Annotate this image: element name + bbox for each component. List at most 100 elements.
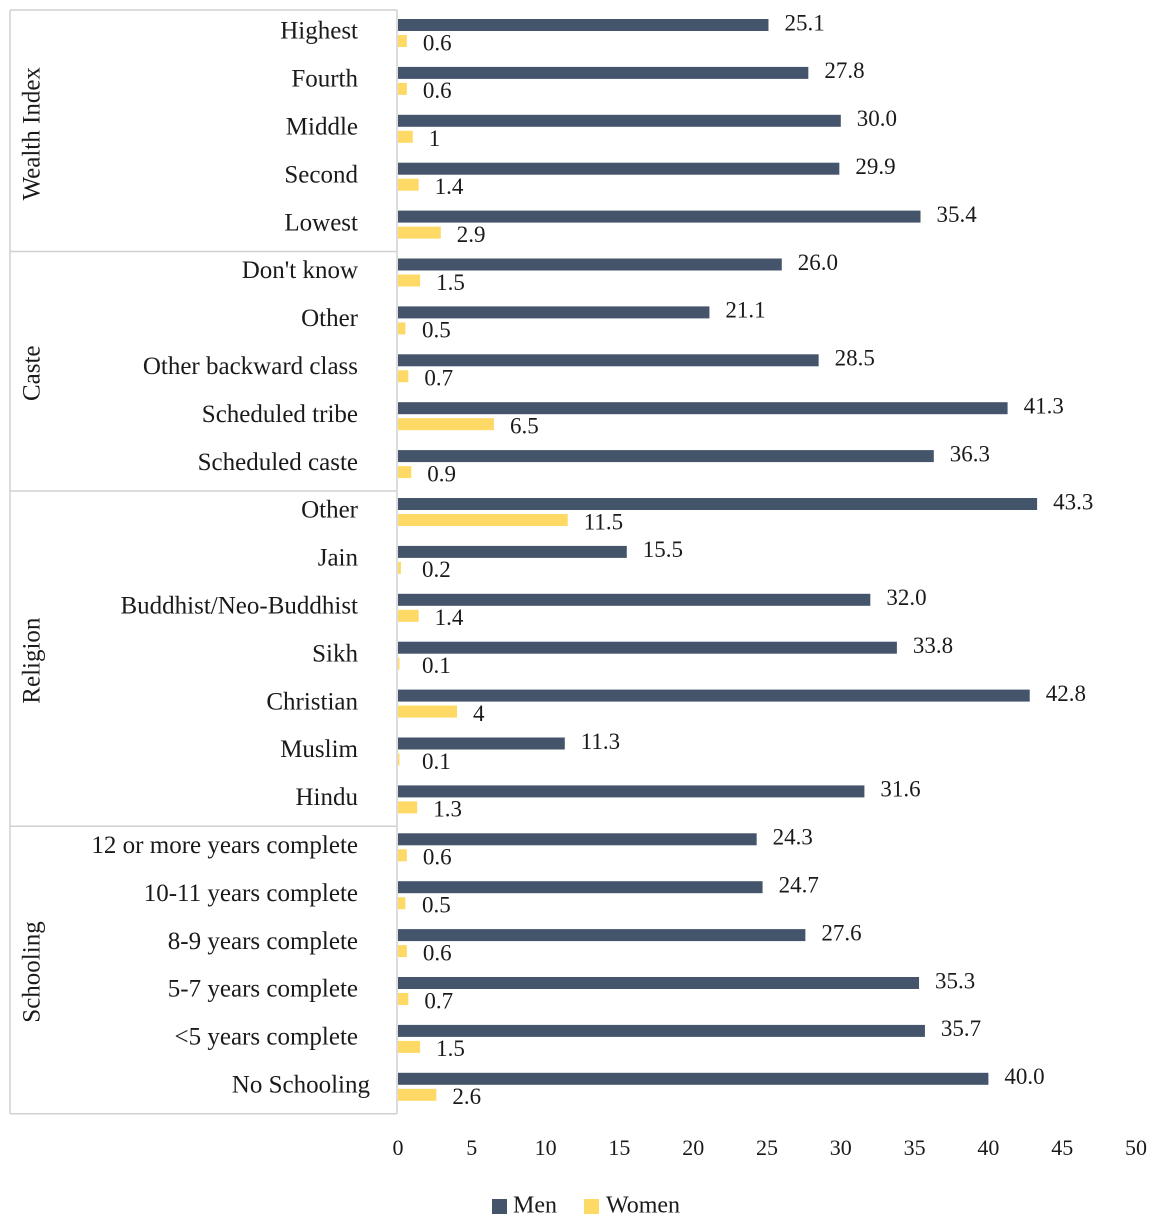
data-label-women: 0.7 bbox=[424, 988, 453, 1013]
bar-women bbox=[398, 514, 568, 526]
bar-men bbox=[398, 545, 627, 558]
data-label-men: 24.7 bbox=[779, 872, 819, 897]
bar-men bbox=[398, 498, 1038, 510]
category-label: Sikh bbox=[312, 640, 358, 667]
data-label-men: 40.0 bbox=[1004, 1064, 1044, 1089]
data-label-women: 0.5 bbox=[422, 318, 451, 343]
legend-label-women: Women bbox=[606, 1193, 680, 1219]
data-label-women: 0.1 bbox=[422, 653, 451, 678]
bar-men bbox=[398, 737, 565, 750]
data-label-men: 27.8 bbox=[824, 58, 864, 83]
bar-men bbox=[398, 162, 840, 175]
data-label-men: 27.6 bbox=[821, 920, 861, 945]
bar-women bbox=[398, 418, 494, 431]
data-label-men: 36.3 bbox=[950, 441, 990, 466]
data-label-men: 35.3 bbox=[935, 968, 975, 993]
category-label: 12 or more years complete bbox=[91, 832, 358, 859]
data-label-women: 1.5 bbox=[436, 270, 465, 295]
category-label: Christian bbox=[266, 688, 358, 715]
bar-women bbox=[398, 226, 441, 239]
bar-men bbox=[398, 402, 1008, 415]
category-label: Jain bbox=[318, 545, 359, 572]
data-label-women: 0.5 bbox=[422, 892, 451, 917]
category-label: Scheduled tribe bbox=[202, 401, 358, 428]
bar-men bbox=[398, 66, 809, 79]
data-label-women: 1.4 bbox=[435, 174, 464, 199]
bar-women bbox=[398, 849, 407, 862]
category-label: Middle bbox=[286, 114, 358, 141]
bar-men bbox=[398, 593, 871, 606]
bar-men bbox=[398, 689, 1030, 702]
bar-men bbox=[398, 977, 920, 989]
bar-women bbox=[398, 897, 406, 910]
group-label-schooling: Schooling bbox=[19, 921, 46, 1023]
bar-women bbox=[398, 466, 412, 479]
x-tick-label: 20 bbox=[682, 1135, 704, 1160]
bar-women bbox=[398, 561, 401, 574]
bar-women bbox=[398, 370, 409, 383]
category-label: Muslim bbox=[280, 736, 358, 763]
bar-women bbox=[398, 993, 409, 1005]
bar-women bbox=[398, 35, 407, 47]
x-tick-label: 10 bbox=[535, 1135, 557, 1160]
data-label-women: 4 bbox=[473, 701, 485, 726]
bar-men bbox=[398, 19, 769, 31]
data-label-women: 2.9 bbox=[457, 222, 486, 247]
data-label-men: 21.1 bbox=[725, 298, 765, 323]
bar-women bbox=[398, 705, 458, 718]
category-label: Second bbox=[284, 161, 358, 188]
bar-men bbox=[398, 210, 921, 223]
bar-women bbox=[398, 1040, 421, 1053]
legend-swatch-women bbox=[584, 1199, 599, 1214]
data-label-men: 30.0 bbox=[857, 106, 897, 131]
group-label-caste: Caste bbox=[19, 345, 46, 401]
data-label-men: 15.5 bbox=[643, 537, 683, 562]
category-label: 10-11 years complete bbox=[144, 880, 358, 907]
data-label-women: 0.2 bbox=[422, 557, 451, 582]
bar-men bbox=[398, 881, 763, 894]
data-label-men: 43.3 bbox=[1053, 489, 1093, 514]
data-label-women: 11.5 bbox=[584, 509, 623, 534]
data-label-women: 1.5 bbox=[436, 1036, 465, 1061]
data-label-men: 42.8 bbox=[1046, 681, 1086, 706]
data-label-men: 35.4 bbox=[937, 202, 978, 227]
bar-women bbox=[398, 609, 419, 622]
category-label: <5 years complete bbox=[175, 1024, 358, 1051]
bar-men bbox=[398, 929, 806, 942]
data-label-women: 0.9 bbox=[427, 461, 456, 486]
category-label: Don't know bbox=[242, 257, 358, 284]
bar-women bbox=[398, 1088, 437, 1101]
category-label: 8-9 years complete bbox=[168, 928, 358, 955]
x-tick-label: 15 bbox=[608, 1135, 630, 1160]
data-label-men: 28.5 bbox=[835, 346, 875, 371]
legend-label-men: Men bbox=[513, 1193, 557, 1219]
x-tick-label: 40 bbox=[977, 1135, 999, 1160]
x-tick-label: 0 bbox=[393, 1135, 404, 1160]
bar-women bbox=[398, 322, 406, 335]
bar-women bbox=[398, 130, 413, 143]
category-label: Highest bbox=[280, 18, 358, 45]
data-label-men: 32.0 bbox=[886, 585, 926, 610]
x-tick-label: 35 bbox=[904, 1135, 926, 1160]
data-label-women: 1.3 bbox=[433, 797, 462, 822]
x-tick-label: 45 bbox=[1051, 1135, 1073, 1160]
data-label-women: 0.6 bbox=[423, 78, 452, 103]
category-label: No Schooling bbox=[232, 1072, 371, 1099]
bar-women bbox=[398, 178, 419, 191]
category-label: Other bbox=[301, 497, 359, 524]
bar-men bbox=[398, 833, 757, 846]
data-label-women: 0.1 bbox=[422, 749, 451, 774]
x-tick-label: 50 bbox=[1125, 1135, 1147, 1160]
category-label: Other backward class bbox=[143, 353, 358, 380]
bar-men bbox=[398, 641, 897, 654]
bar-men bbox=[398, 1024, 925, 1037]
data-label-women: 1 bbox=[429, 126, 441, 151]
data-label-men: 24.3 bbox=[773, 825, 813, 850]
bar-women bbox=[398, 274, 421, 287]
bar-men bbox=[398, 114, 841, 127]
data-label-men: 31.6 bbox=[880, 777, 920, 802]
category-label: Fourth bbox=[291, 66, 358, 93]
bar-men bbox=[398, 306, 710, 319]
data-label-women: 6.5 bbox=[510, 413, 539, 438]
